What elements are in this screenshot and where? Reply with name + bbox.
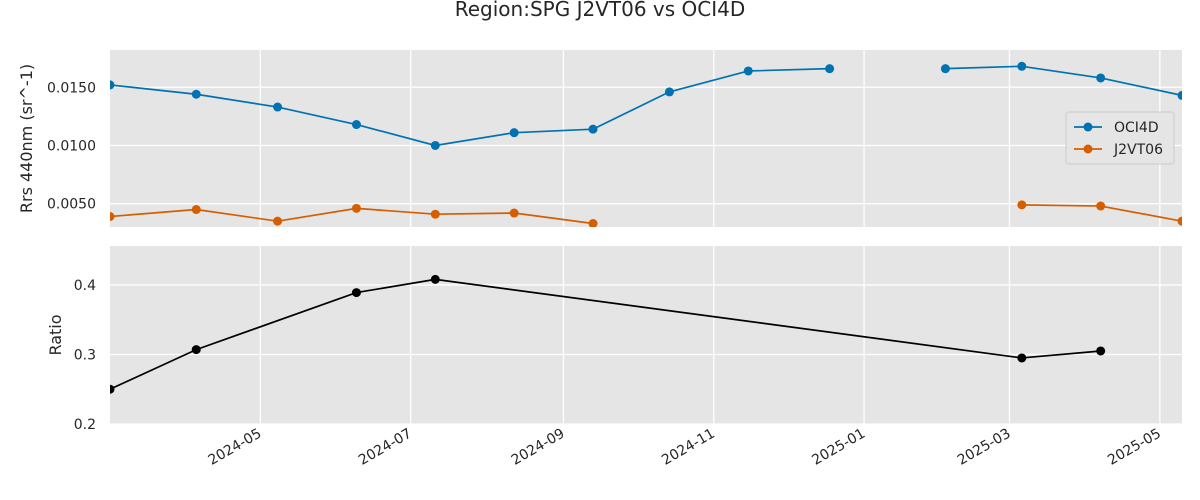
ratio-y-tick-label: 0.3 — [74, 347, 96, 363]
oci4d-series-point — [509, 128, 519, 138]
x-tick-label: 2025-05 — [1105, 426, 1164, 469]
rrs-plot-background — [110, 50, 1182, 227]
oci4d-series-point — [588, 124, 598, 134]
rrs-y-tick-label: 0.0150 — [47, 80, 96, 96]
ratio-series-point — [110, 384, 115, 394]
oci4d-series-point — [743, 66, 753, 76]
x-tick-label: 2024-05 — [206, 426, 265, 469]
ratio-series-point — [1017, 353, 1027, 363]
ratio-panel: 0.2 0.3 0.4 Ratio — [46, 246, 1182, 433]
legend-box — [1065, 111, 1175, 165]
oci4d-series-point — [1096, 73, 1106, 83]
oci4d-series-point — [110, 80, 115, 90]
legend: OCI4D J2VT06 — [1065, 111, 1175, 165]
ratio-series-point — [430, 274, 440, 284]
oci4d-legend-label: OCI4D — [1114, 120, 1159, 136]
rrs-y-tick-label: 0.0100 — [47, 138, 96, 154]
x-tick-label: 2024-11 — [659, 426, 718, 469]
rrs-panel: 0.0050 0.0100 0.0150 Rrs 440nm (sr^-1) — [17, 50, 1182, 227]
oci4d-series-point — [940, 64, 950, 74]
oci4d-series-point — [273, 102, 283, 112]
x-tick-label: 2024-09 — [509, 426, 568, 469]
rrs-y-tick-label: 0.0050 — [47, 197, 96, 213]
ratio-y-axis-label: Ratio — [46, 314, 65, 355]
oci4d-series-point — [825, 64, 835, 74]
j2vt06-legend-marker — [1083, 144, 1093, 154]
j2vt06-series-point — [1017, 200, 1027, 210]
j2vt06-series-point — [110, 212, 115, 222]
j2vt06-legend-label: J2VT06 — [1113, 142, 1163, 158]
j2vt06-series-point — [351, 203, 361, 213]
ratio-series-point — [1096, 346, 1106, 356]
ratio-plot-background — [110, 246, 1182, 424]
j2vt06-series-point — [430, 209, 440, 219]
x-tick-label: 2024-07 — [356, 426, 415, 469]
ratio-y-tick-label: 0.4 — [74, 278, 96, 294]
x-axis: 2024-05 2024-07 2024-09 2024-11 2025-01 2025-… — [206, 426, 1164, 469]
oci4d-series-point — [430, 140, 440, 150]
j2vt06-series-point — [1177, 216, 1182, 226]
oci4d-series-point — [1017, 61, 1027, 71]
rrs-y-axis-label: Rrs 440nm (sr^-1) — [17, 64, 36, 213]
oci4d-series-point — [351, 120, 361, 130]
j2vt06-series-point — [588, 219, 598, 227]
oci4d-series-line — [110, 67, 830, 147]
j2vt06-series-point — [191, 205, 201, 215]
x-tick-label: 2025-03 — [955, 426, 1014, 469]
chart-title: Region:SPG J2VT06 vs OCI4D — [455, 0, 746, 21]
oci4d-series-line — [945, 65, 1182, 97]
oci4d-series-point — [191, 89, 201, 99]
oci4d-legend-marker — [1083, 122, 1093, 132]
ratio-series-point — [351, 288, 361, 298]
ratio-y-tick-label: 0.2 — [74, 417, 96, 433]
oci4d-series-point — [1177, 90, 1182, 100]
oci4d-series-point — [664, 87, 674, 97]
j2vt06-series-point — [1096, 201, 1106, 211]
j2vt06-series-point — [273, 216, 283, 226]
x-tick-label: 2025-01 — [809, 426, 868, 469]
j2vt06-series-point — [509, 208, 519, 218]
ratio-series-line — [110, 278, 1101, 391]
ratio-series-point — [191, 345, 201, 355]
